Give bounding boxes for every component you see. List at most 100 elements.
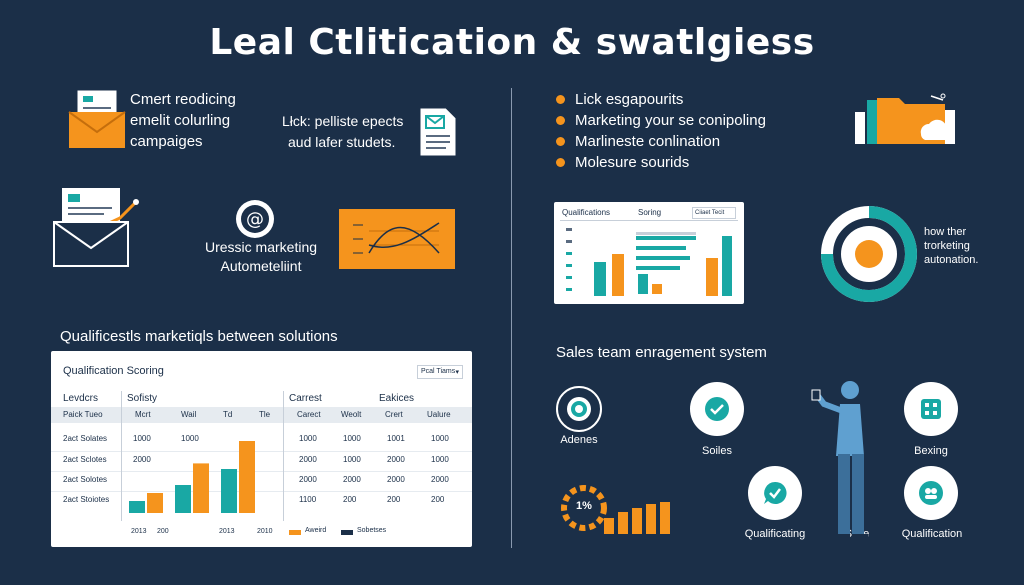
list-item: Molesure sourids: [556, 152, 816, 173]
col-group-1: Levdcrs: [63, 393, 99, 404]
row-cell: 1000: [343, 455, 361, 464]
automation-text: Uressic marketing Autometeliint: [196, 238, 326, 276]
studies-text-line-1: Lłck: pelliste epects: [282, 113, 404, 129]
row-cell: 1000: [343, 434, 361, 443]
donut-caption: how ther trorketing autonation.: [924, 225, 978, 267]
mini-bar-chart: [566, 228, 732, 296]
bar-orange-2: [239, 441, 255, 513]
row-cell: 1000: [431, 434, 449, 443]
col-group-4: Eakices: [379, 393, 415, 404]
user-group-icon: [919, 481, 943, 505]
x-tick: 2013: [131, 528, 147, 535]
row-label: 2act Solates: [63, 434, 108, 443]
card-rule: [560, 220, 738, 221]
bullet-dot: [556, 158, 565, 167]
row-cell: 1100: [299, 495, 317, 504]
node-soiles: [690, 382, 744, 436]
bar-teal-2: [221, 469, 237, 513]
studies-text: Lłck: pelliste epects aud lafer studets.: [282, 111, 422, 153]
bullet-dot: [556, 95, 565, 104]
row-cell: 1000: [299, 434, 317, 443]
row-cell: 1001: [387, 434, 405, 443]
legend-swatch-orange: [289, 530, 301, 535]
donut-caption-line-3: autonation.: [924, 254, 979, 266]
campaign-text-line-2: emelit colurling: [130, 112, 231, 129]
orange-chart-card: [339, 209, 455, 269]
sub-header-0: Paick Tueo: [63, 410, 103, 419]
row-cell: 2000: [299, 475, 317, 484]
row-cell: 2000: [431, 475, 449, 484]
node-label: Adenes: [560, 434, 598, 446]
person-figure: [810, 376, 880, 546]
page-title: Leal Ctlitication & swatlgiess: [209, 22, 815, 63]
col-group-3: Carrest: [289, 393, 322, 404]
list-item: Lick esgapourits: [556, 89, 816, 110]
check-icon: [705, 397, 729, 421]
row-cell: 2000: [343, 475, 361, 484]
list-item: Marketing your se conipoling: [556, 110, 816, 131]
sub-header-2: Wail: [181, 410, 197, 419]
sub-header-7: Crert: [385, 410, 403, 419]
row-label: 2act Solotes: [63, 475, 108, 484]
percent-label: 1%: [576, 500, 592, 512]
donut-caption-line-1: how ther: [924, 226, 967, 238]
table-bar-chart: [129, 441, 255, 513]
row-cell: 1000: [181, 434, 199, 443]
mail-chart-icon: [52, 186, 140, 268]
envelope-icon: [67, 88, 127, 150]
list-item-text: Marketing your se conipoling: [575, 112, 766, 129]
list-item-text: Lick esgapourits: [575, 91, 684, 108]
chart-card-title: Qualifications: [562, 208, 611, 217]
sub-header-5: Carect: [297, 410, 321, 419]
table-row: 2act Solates 1000 1000 1000 1000 1001 10…: [51, 431, 472, 451]
legend-label: Sobetses: [357, 527, 387, 534]
row-label: 2act Sclotes: [63, 455, 107, 464]
col-separator: [283, 391, 284, 521]
node-label: Qualification: [901, 528, 963, 540]
node-adenes: [556, 386, 602, 432]
chat-check-icon: [764, 481, 787, 504]
row-cell: 200: [387, 495, 401, 504]
svg-text:@: @: [246, 209, 264, 230]
list-item-text: Molesure sourids: [575, 154, 690, 171]
table-card-title: Qualification Scoring: [63, 365, 164, 377]
chart-card-dropdown[interactable]: Ciiaet Tecit: [692, 207, 736, 219]
folder-icon: [855, 90, 955, 146]
node-bexing: [904, 382, 958, 436]
orange-bars: [604, 500, 674, 534]
donut-caption-line-2: trorketing: [924, 240, 970, 252]
bar-orange-0: [147, 493, 163, 513]
row-cell: 2000: [299, 455, 317, 464]
sub-header-1: Mcrt: [135, 410, 151, 419]
sub-header-3: Td: [223, 410, 233, 419]
chart-card-dropdown-label: Ciiaet Tecit: [695, 210, 725, 216]
bar-orange-1: [193, 463, 209, 513]
bar-teal-1: [175, 485, 191, 513]
bar-teal-0: [129, 501, 145, 513]
bullet-dot: [556, 137, 565, 146]
campaign-text-line-3: campaiges: [130, 133, 203, 150]
table-row: 2act Solotes 2000 2000 2000 2000: [51, 471, 472, 491]
donut-chart: [820, 205, 918, 303]
node-label: Qualificating: [744, 528, 806, 540]
list-item: Marlineste conlination: [556, 131, 816, 152]
node-label: Soiles: [702, 445, 732, 457]
row-cell: 1000: [431, 455, 449, 464]
chart-card-subtitle: Soring: [638, 208, 662, 217]
engagement-heading: Sales team enragement system: [556, 344, 767, 361]
section-divider: [511, 88, 512, 548]
table-dropdown[interactable]: Pcal Tiams ▾: [417, 365, 463, 379]
col-group-2: Sofisty: [127, 393, 158, 404]
studies-text-line-2: aud lafer studets.: [288, 134, 396, 150]
node-qualificating: [748, 466, 802, 520]
campaign-text-line-1: Cmert reodicing: [130, 91, 236, 108]
grid-icon: [921, 399, 941, 419]
row-cell: 1000: [133, 434, 151, 443]
qualification-chart-card: Qualifications Soring Ciiaet Tecit: [554, 202, 744, 304]
list-item-text: Marlineste conlination: [575, 133, 721, 150]
table-dropdown-label: Pcal Tiams: [421, 368, 456, 375]
row-cell: 2000: [133, 455, 151, 464]
qualification-table-card: Qualification Scoring Pcal Tiams ▾ Levdc…: [51, 351, 472, 547]
bullet-dot: [556, 116, 565, 125]
document-icon: [418, 106, 458, 158]
